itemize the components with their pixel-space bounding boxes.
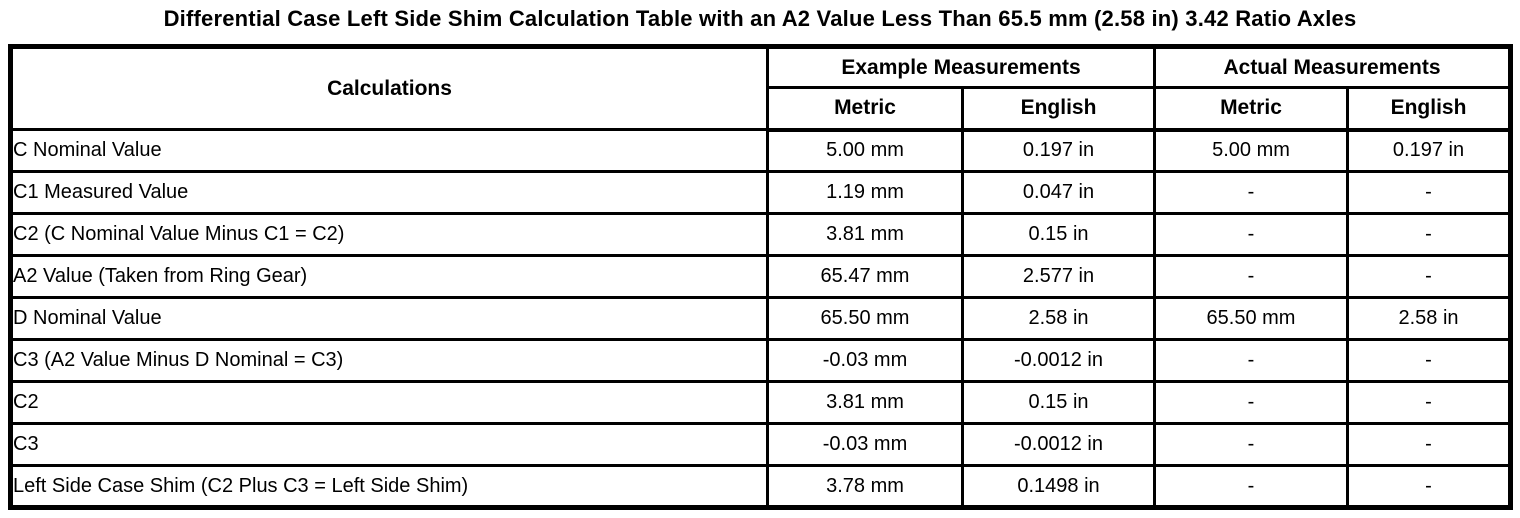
value-cell: - bbox=[1345, 464, 1513, 509]
row-label-cell: C2 (C Nominal Value Minus C1 = C2) bbox=[9, 212, 769, 257]
value-cell: - bbox=[1345, 170, 1513, 215]
value-cell: - bbox=[1345, 254, 1513, 299]
value-cell: - bbox=[1345, 338, 1513, 383]
row-label-cell: C2 bbox=[9, 380, 769, 425]
value-cell: 2.58 in bbox=[1345, 296, 1513, 341]
row-label-cell: A2 Value (Taken from Ring Gear) bbox=[9, 254, 769, 299]
value-cell: - bbox=[1153, 422, 1349, 467]
header-calculations: Calculations bbox=[9, 45, 769, 131]
table-row: C3 (A2 Value Minus D Nominal = C3) -0.03… bbox=[9, 338, 1513, 383]
table-row: C Nominal Value 5.00 mm 0.197 in 5.00 mm… bbox=[9, 128, 1513, 173]
header-actual-english: English bbox=[1345, 86, 1513, 132]
table-row: C1 Measured Value 1.19 mm 0.047 in - - bbox=[9, 170, 1513, 215]
header-actual-metric: Metric bbox=[1153, 86, 1349, 132]
row-label-cell: C Nominal Value bbox=[9, 128, 769, 173]
value-cell: -0.0012 in bbox=[961, 338, 1156, 383]
value-cell: - bbox=[1153, 338, 1349, 383]
value-cell: -0.0012 in bbox=[961, 422, 1156, 467]
value-cell: 0.197 in bbox=[961, 128, 1156, 173]
value-cell: 5.00 mm bbox=[1153, 128, 1349, 173]
value-cell: - bbox=[1153, 464, 1349, 509]
row-label-cell: Left Side Case Shim (C2 Plus C3 = Left S… bbox=[9, 464, 769, 509]
table-row: D Nominal Value 65.50 mm 2.58 in 65.50 m… bbox=[9, 296, 1513, 341]
header-group-row: Calculations Example Measurements Actual… bbox=[9, 45, 1513, 131]
value-cell: 0.15 in bbox=[961, 212, 1156, 257]
value-cell: 65.50 mm bbox=[766, 296, 964, 341]
table-row: C2 (C Nominal Value Minus C1 = C2) 3.81 … bbox=[9, 212, 1513, 257]
value-cell: - bbox=[1153, 254, 1349, 299]
page-title: Differential Case Left Side Shim Calcula… bbox=[163, 6, 1357, 31]
table-row: C3 -0.03 mm -0.0012 in - - bbox=[9, 422, 1513, 467]
value-cell: 2.58 in bbox=[961, 296, 1156, 341]
value-cell: 0.047 in bbox=[961, 170, 1156, 215]
value-cell: 3.81 mm bbox=[766, 380, 964, 425]
table-row: A2 Value (Taken from Ring Gear) 65.47 mm… bbox=[9, 254, 1513, 299]
value-cell: 65.50 mm bbox=[1153, 296, 1349, 341]
header-example-measurements: Example Measurements bbox=[766, 45, 1156, 89]
value-cell: 0.15 in bbox=[961, 380, 1156, 425]
table-body: C Nominal Value 5.00 mm 0.197 in 5.00 mm… bbox=[9, 128, 1513, 509]
value-cell: 65.47 mm bbox=[766, 254, 964, 299]
value-cell: - bbox=[1345, 212, 1513, 257]
row-label-cell: C3 bbox=[9, 422, 769, 467]
value-cell: 0.197 in bbox=[1345, 128, 1513, 173]
value-cell: 5.00 mm bbox=[766, 128, 964, 173]
value-cell: 3.81 mm bbox=[766, 212, 964, 257]
value-cell: - bbox=[1153, 170, 1349, 215]
value-cell: - bbox=[1153, 212, 1349, 257]
row-label-cell: D Nominal Value bbox=[9, 296, 769, 341]
table-row: C2 3.81 mm 0.15 in - - bbox=[9, 380, 1513, 425]
header-sub-row: Metric English Metric English bbox=[11, 86, 1513, 132]
row-label-cell: C3 (A2 Value Minus D Nominal = C3) bbox=[9, 338, 769, 383]
header-example-metric: Metric bbox=[766, 86, 964, 132]
table-header: Calculations Example Measurements Actual… bbox=[9, 45, 1513, 132]
value-cell: - bbox=[1153, 380, 1349, 425]
value-cell: - bbox=[1345, 422, 1513, 467]
row-label-cell: C1 Measured Value bbox=[9, 170, 769, 215]
value-cell: 1.19 mm bbox=[766, 170, 964, 215]
value-cell: 2.577 in bbox=[961, 254, 1156, 299]
value-cell: - bbox=[1345, 380, 1513, 425]
shim-calculation-table: Calculations Example Measurements Actual… bbox=[8, 44, 1514, 510]
value-cell: -0.03 mm bbox=[766, 422, 964, 467]
table-row: Left Side Case Shim (C2 Plus C3 = Left S… bbox=[9, 464, 1513, 509]
header-example-english: English bbox=[961, 86, 1156, 132]
value-cell: 3.78 mm bbox=[766, 464, 964, 509]
value-cell: 0.1498 in bbox=[961, 464, 1156, 509]
value-cell: -0.03 mm bbox=[766, 338, 964, 383]
header-actual-measurements: Actual Measurements bbox=[1152, 45, 1513, 89]
